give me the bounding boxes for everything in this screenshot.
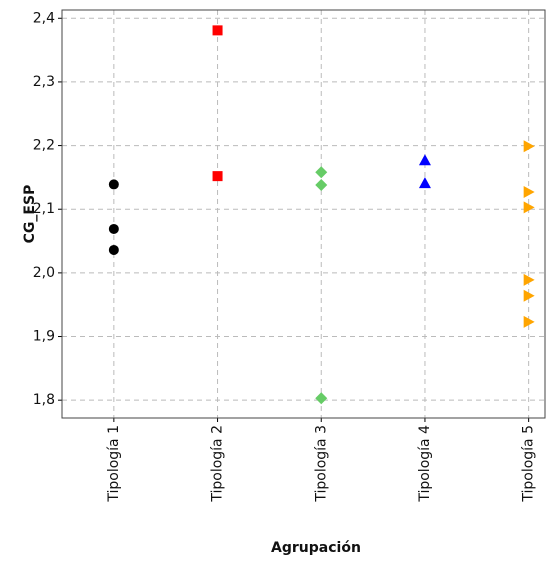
y-tick-label: 1,9 [33,329,55,345]
point [315,166,328,179]
y-tick-label: 2,0 [33,265,55,281]
point [523,186,535,199]
x-tick-label: Tipología 3 [313,425,329,503]
x-tick-label: Tipología 2 [210,425,226,503]
x-tick-label: Tipología 1 [106,425,122,503]
plot-frame [61,9,546,419]
point [418,154,431,166]
point [315,179,328,192]
point [108,244,119,255]
point [108,179,119,190]
point [523,273,535,286]
point [108,223,119,234]
point [418,177,431,189]
point [315,392,328,405]
y-tick-label: 2,1 [33,201,55,217]
point [523,289,535,302]
y-tick-label: 2,4 [33,10,55,26]
y-axis-label: CG_ESP [22,185,38,244]
y-tick-label: 1,8 [33,392,55,408]
x-tick-label: Tipología 5 [521,425,537,503]
point [523,201,535,214]
x-tick-label: Tipología 4 [417,425,433,503]
point [212,25,223,36]
point [212,171,223,182]
point [523,140,535,153]
y-tick-label: 2,2 [33,138,55,154]
x-axis-label: Agrupación [271,540,361,556]
y-tick-label: 2,3 [33,74,55,90]
point [523,315,535,328]
